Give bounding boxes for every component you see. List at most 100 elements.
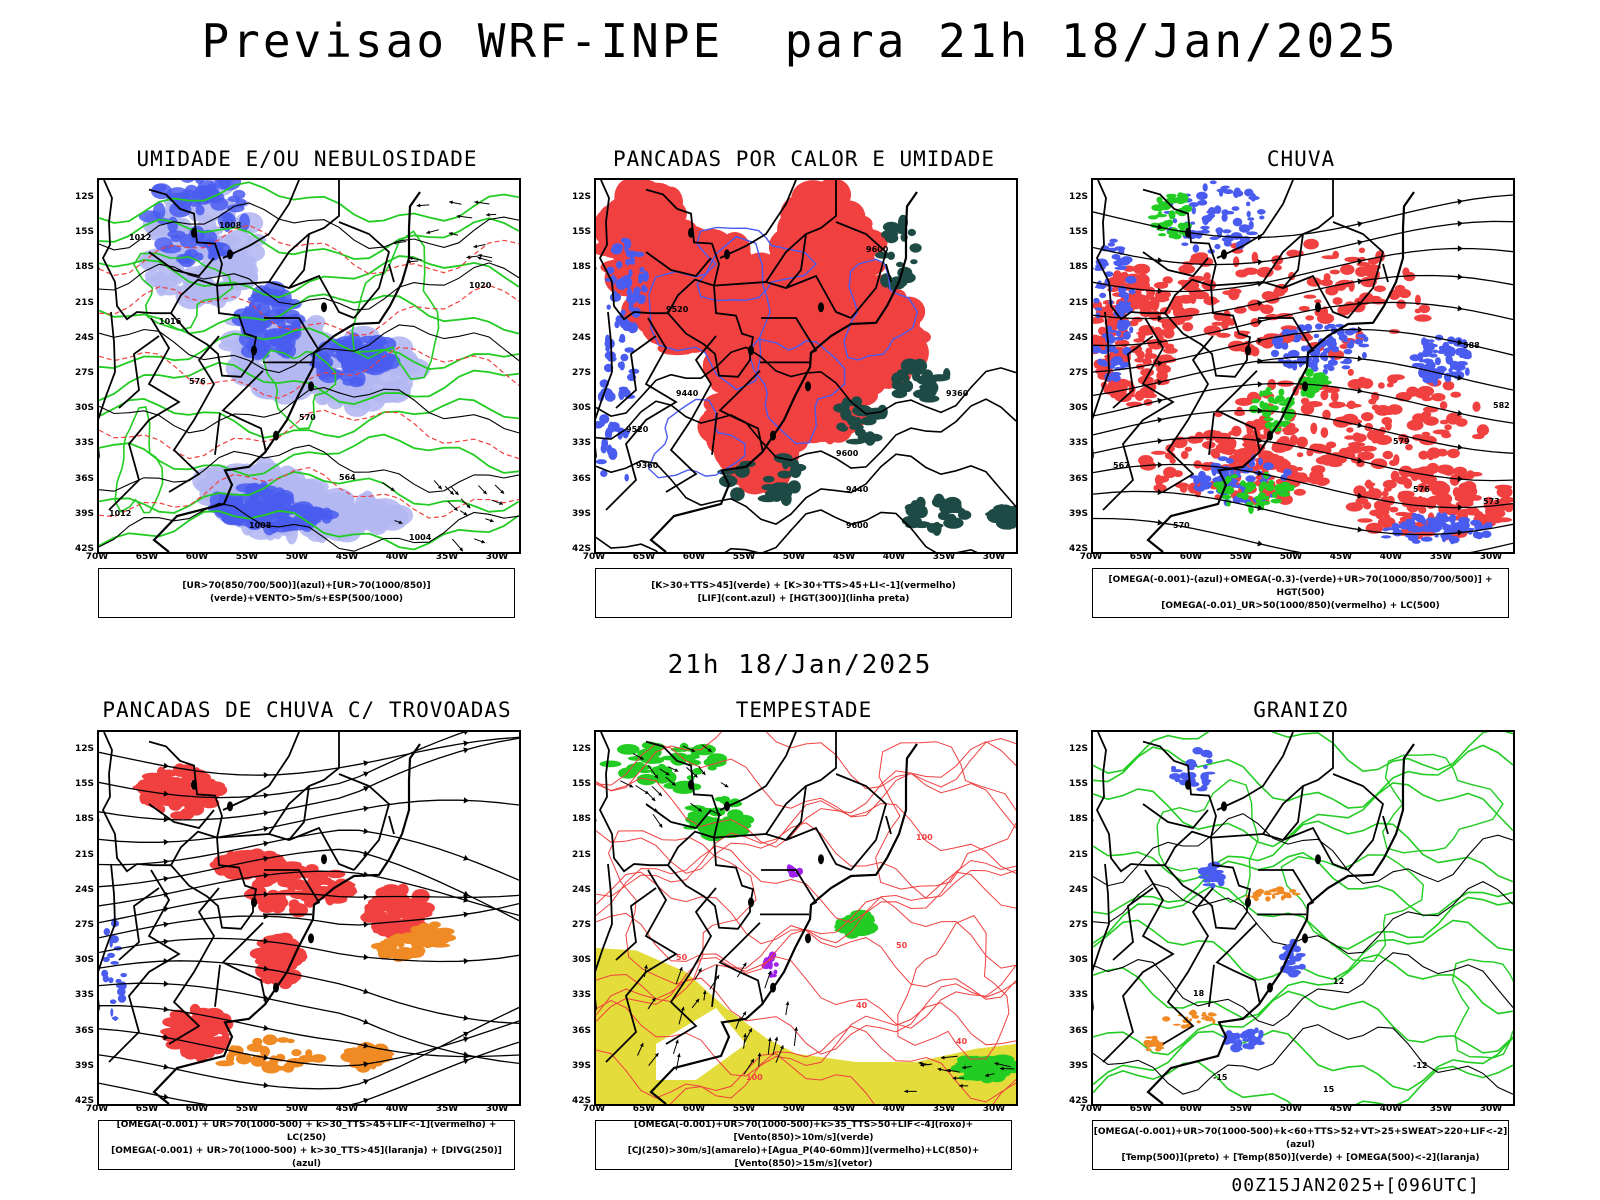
wind-vector-head	[674, 768, 679, 772]
stream-arrow	[163, 938, 169, 945]
field-blob	[1272, 888, 1280, 892]
field-blob	[419, 922, 430, 928]
latitude-label: 42S	[571, 544, 591, 554]
field-blob	[1211, 451, 1221, 459]
field-blob	[1149, 297, 1160, 310]
field-blob	[276, 1037, 290, 1043]
field-blob	[1436, 497, 1449, 507]
field-blob	[1452, 487, 1460, 498]
latitude-label: 15S	[571, 779, 591, 790]
stream-arrow	[1257, 540, 1263, 547]
field-blob	[110, 961, 119, 965]
latitude-label: 27S	[571, 920, 591, 930]
stream-arrow	[463, 747, 469, 754]
field-blob	[910, 259, 918, 265]
field-blob	[1439, 515, 1450, 523]
field-blob	[117, 987, 126, 996]
longitude-label: 30W	[485, 552, 509, 562]
lake-marker	[1267, 430, 1273, 441]
stream-arrow	[263, 825, 269, 832]
streamline	[99, 902, 519, 939]
field-blob	[1190, 221, 1196, 225]
field-blob	[1093, 317, 1105, 324]
field-blob	[1226, 210, 1235, 215]
field-blob	[1271, 893, 1276, 899]
field-blob	[643, 286, 648, 293]
field-blob	[1196, 787, 1207, 792]
field-blob	[1403, 271, 1416, 282]
field-blob	[1424, 467, 1434, 480]
field-blob	[628, 269, 633, 277]
field-blob	[1138, 455, 1154, 466]
field-blob	[1470, 519, 1482, 526]
contour-label: 1016	[159, 317, 182, 326]
field-blob	[1279, 436, 1290, 442]
field-blob	[1235, 269, 1249, 278]
field-blob	[1437, 350, 1446, 354]
lake-marker	[1315, 302, 1321, 313]
field-blob	[1461, 353, 1472, 360]
field-blob	[1275, 395, 1285, 403]
field-blob	[146, 772, 161, 784]
field-blob	[1154, 1047, 1162, 1052]
latitude-label: 27S	[1068, 920, 1088, 930]
field-blob	[599, 414, 610, 424]
political-border	[615, 335, 657, 409]
field-blob	[429, 921, 441, 928]
contour-line	[1093, 782, 1513, 848]
field-blob	[1199, 199, 1207, 204]
field-blob	[1283, 468, 1292, 476]
field-blob	[1453, 466, 1467, 476]
latitude-label: 12S	[74, 744, 94, 754]
field-blob	[1191, 206, 1196, 215]
field-blob	[854, 428, 866, 437]
field-blob	[1255, 496, 1262, 505]
wind-vector-head	[701, 771, 706, 776]
political-border	[1210, 274, 1349, 319]
field-blob	[322, 391, 357, 402]
stream-arrow	[363, 894, 369, 901]
contour-line	[99, 217, 519, 260]
political-border	[1262, 180, 1334, 283]
stream-arrow	[1457, 504, 1463, 511]
coastline-east	[152, 743, 421, 1104]
field-blob	[1209, 236, 1220, 240]
field-blob	[1353, 433, 1367, 443]
field-blob	[891, 389, 908, 399]
field-blob	[1122, 331, 1131, 340]
field-blob	[684, 754, 700, 760]
latitude-label: 33S	[1068, 990, 1088, 1001]
field-blob	[638, 238, 681, 278]
longitude-label: 35W	[932, 552, 956, 562]
field-blob	[1122, 346, 1132, 356]
stream-arrow	[1457, 374, 1463, 381]
field-blob	[179, 253, 195, 268]
contour-line	[99, 466, 519, 519]
field-blob	[217, 180, 242, 191]
field-blob	[143, 794, 163, 802]
longitude-label: 35W	[435, 1104, 459, 1114]
political-border	[118, 335, 160, 409]
field-blob	[1292, 965, 1302, 970]
field-blob	[622, 429, 629, 439]
field-blob	[1265, 896, 1271, 902]
lake-marker	[251, 345, 257, 356]
field-blob	[608, 448, 618, 460]
field-blob	[1415, 527, 1424, 533]
stream-arrow	[463, 740, 469, 747]
stream-arrow	[163, 921, 169, 928]
field-blob	[1256, 266, 1274, 278]
political-border	[1282, 233, 1304, 289]
field-blob	[1302, 345, 1311, 349]
lake-marker	[1267, 982, 1273, 993]
field-blob	[1251, 251, 1259, 264]
field-blob	[220, 1037, 229, 1046]
field-blob	[1387, 374, 1399, 384]
field-blob	[663, 276, 680, 308]
field-blob	[1168, 300, 1183, 311]
field-blob	[1205, 752, 1213, 758]
contour-line	[99, 346, 519, 399]
field-blob	[628, 302, 634, 312]
latitude-label: 18S	[571, 262, 591, 273]
field-blob	[1395, 511, 1410, 517]
